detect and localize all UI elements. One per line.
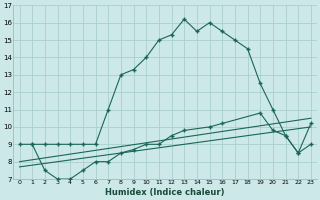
X-axis label: Humidex (Indice chaleur): Humidex (Indice chaleur) — [106, 188, 225, 197]
